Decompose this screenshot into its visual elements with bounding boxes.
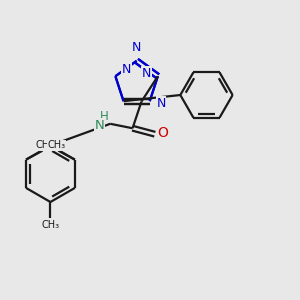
Text: N: N xyxy=(143,67,152,80)
Text: N: N xyxy=(95,119,105,132)
Text: O: O xyxy=(158,126,169,140)
Text: N: N xyxy=(142,67,151,80)
Text: CH₃: CH₃ xyxy=(47,140,65,150)
Text: N: N xyxy=(156,97,166,110)
Text: N: N xyxy=(122,63,131,76)
Text: H: H xyxy=(100,110,109,123)
Text: N: N xyxy=(155,98,165,111)
Text: N: N xyxy=(132,41,141,54)
Text: CH₃: CH₃ xyxy=(36,140,54,150)
Polygon shape xyxy=(116,61,158,101)
Text: N: N xyxy=(132,41,141,54)
Text: CH₃: CH₃ xyxy=(41,220,59,230)
Text: N: N xyxy=(121,62,130,75)
